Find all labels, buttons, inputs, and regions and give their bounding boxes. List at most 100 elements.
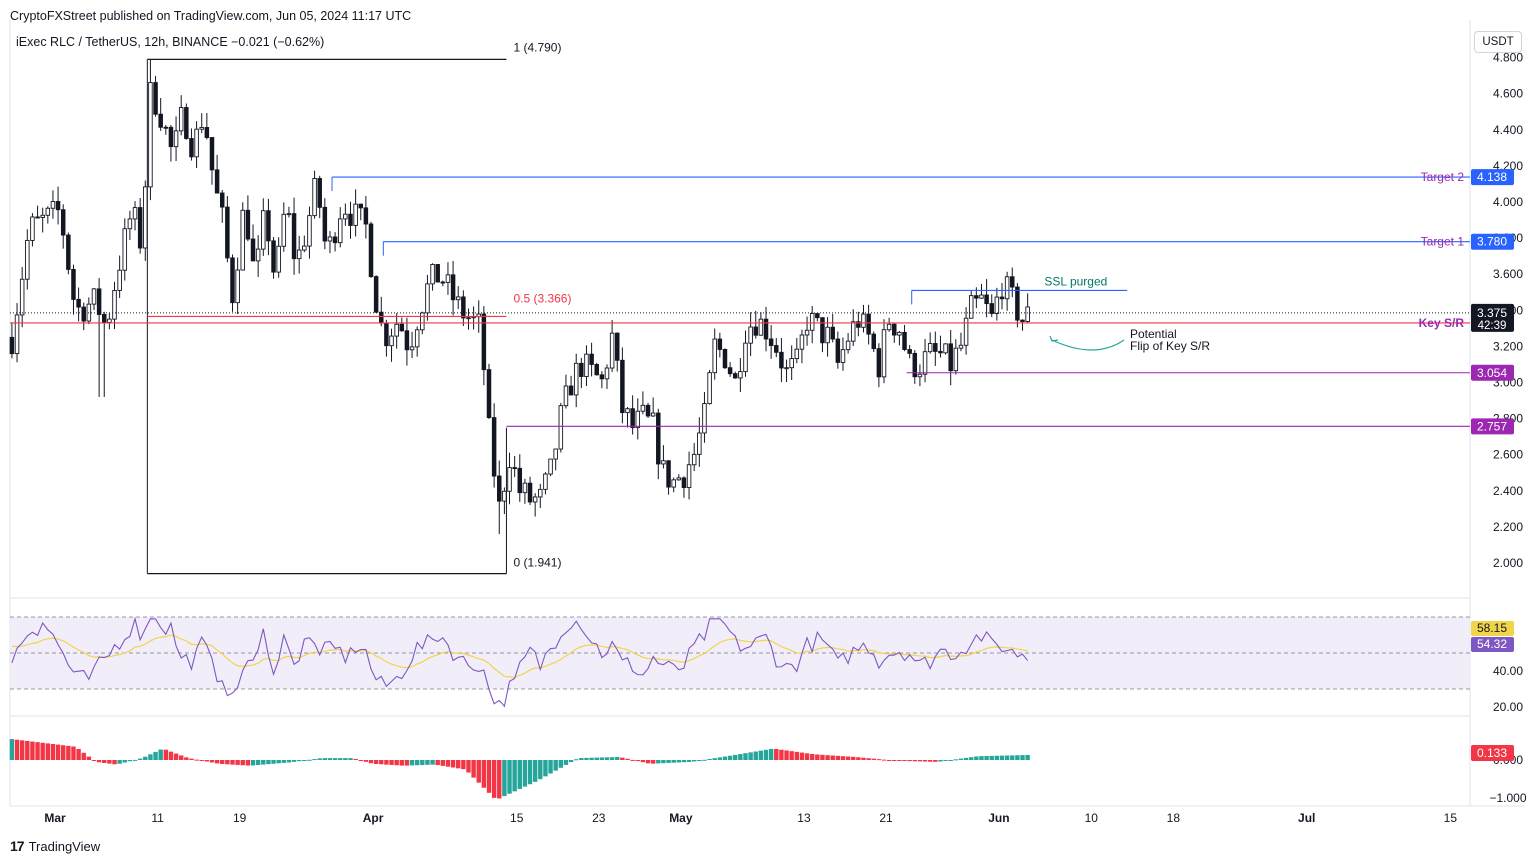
candle-up: [845, 340, 851, 351]
candle-up: [702, 403, 707, 434]
macd-bar: [214, 760, 220, 764]
macd-bar: [399, 760, 404, 766]
macd-bar: [763, 749, 769, 760]
candle-down: [440, 281, 446, 284]
candle-up: [661, 460, 666, 465]
candle-down: [907, 349, 912, 354]
candle-down: [933, 343, 938, 352]
candle-down: [517, 467, 523, 494]
macd-bar: [933, 760, 938, 762]
macd-bar: [255, 760, 261, 766]
macd-bar: [137, 758, 143, 760]
candle-up: [1004, 276, 1010, 300]
macd-bar: [497, 760, 502, 799]
macd-bar: [512, 760, 517, 792]
candle-up: [584, 353, 589, 377]
macd-bar: [373, 760, 379, 764]
macd-bar: [517, 760, 522, 789]
macd-bar: [579, 758, 584, 760]
macd-bar: [922, 760, 928, 762]
macd-bar: [55, 744, 61, 760]
candle-up: [625, 408, 630, 414]
candle-up: [558, 405, 564, 450]
candle-down: [168, 126, 174, 148]
candle-down: [481, 313, 487, 371]
candle-up: [553, 448, 558, 460]
candle-up: [758, 318, 764, 336]
currency-selector[interactable]: USDT: [1474, 31, 1522, 53]
candle-down: [491, 417, 497, 477]
macd-bar: [143, 756, 148, 760]
candle-up: [825, 326, 830, 344]
candle-up: [635, 410, 641, 429]
macd-bar: [420, 760, 425, 766]
candle-up: [522, 482, 528, 494]
y-tick-label: 4.000: [1493, 195, 1523, 209]
symbol-info[interactable]: iExec RLC / TetherUS, 12h, BINANCE −0.02…: [16, 35, 325, 49]
macd-bar: [322, 758, 328, 760]
macd-bar: [414, 760, 420, 766]
macd-bar: [507, 760, 512, 794]
macd-bar: [548, 760, 553, 774]
macd-bar: [291, 760, 297, 762]
y-tick-label: 4.400: [1493, 123, 1523, 137]
candle-up: [548, 458, 553, 475]
macd-bar: [604, 757, 610, 760]
support-1-tag-text: 3.054: [1477, 366, 1507, 380]
macd-bar: [296, 760, 302, 762]
macd-bar: [286, 760, 292, 763]
candle-down: [291, 213, 297, 260]
footer-brand[interactable]: 17 TradingView: [10, 838, 100, 854]
macd-bar: [881, 759, 887, 761]
candle-down: [163, 126, 169, 129]
macd-bar: [178, 755, 184, 760]
candle-down: [266, 210, 271, 242]
candle-down: [245, 209, 251, 240]
macd-bar: [671, 760, 676, 763]
candle-up: [353, 203, 358, 226]
candle-up: [394, 323, 399, 337]
macd-bar: [958, 758, 964, 760]
macd-bar: [676, 760, 682, 763]
candle-up: [389, 335, 394, 347]
candle-down: [630, 408, 635, 429]
macd-bar: [81, 752, 86, 760]
candle-up: [445, 274, 451, 283]
target-1-label: Target 1: [1421, 235, 1465, 249]
candle-down: [317, 178, 322, 208]
candle-up: [112, 290, 117, 320]
candle-up: [809, 313, 815, 331]
candle-up: [743, 342, 748, 373]
candle-down: [815, 313, 820, 319]
macd-bar: [594, 757, 599, 760]
macd-bar: [61, 745, 66, 760]
candle-down: [1010, 276, 1015, 288]
macd-bar: [974, 756, 979, 760]
macd-bar: [779, 749, 784, 760]
candle-up: [881, 329, 887, 378]
candle-up: [420, 312, 425, 331]
candle-down: [856, 321, 861, 328]
candle-down: [579, 362, 584, 377]
candle-up: [799, 334, 805, 350]
candle-down: [727, 367, 733, 375]
macd-bar: [522, 760, 528, 787]
candle-up: [676, 477, 682, 481]
macd-bar: [661, 760, 666, 764]
macd-bar: [789, 751, 794, 760]
macd-bar: [317, 758, 322, 760]
candle-up: [455, 296, 461, 301]
candle-down: [717, 338, 723, 350]
macd-bar: [830, 755, 835, 760]
candle-down: [450, 274, 456, 301]
macd-bar: [553, 760, 558, 771]
tradingview-logo-icon: 17: [10, 838, 25, 854]
macd-bar: [640, 760, 646, 763]
macd-bar: [445, 760, 451, 767]
macd-bar: [589, 757, 594, 760]
candle-down: [645, 404, 651, 417]
candle-down: [1015, 286, 1020, 321]
macd-bar: [938, 760, 943, 762]
candle-up: [604, 367, 610, 380]
